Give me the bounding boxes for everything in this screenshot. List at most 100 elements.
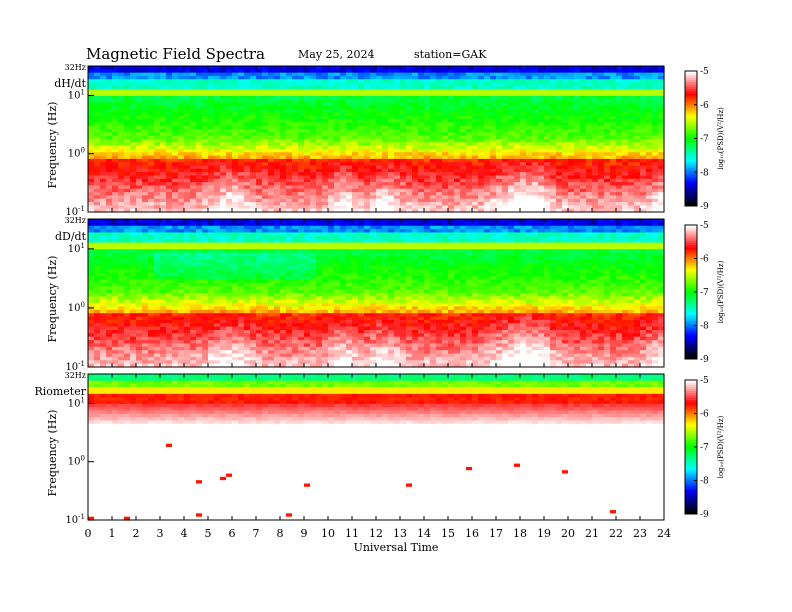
spectrogram-cell xyxy=(316,239,323,243)
spectrogram-cell xyxy=(106,232,113,236)
colorbar-tick-label: -7 xyxy=(700,135,709,145)
spectrogram-cell xyxy=(436,232,443,236)
spectrogram-cell xyxy=(394,232,401,236)
spectrogram-cell xyxy=(652,222,659,226)
spectrogram-cell xyxy=(538,232,545,236)
spectrogram-cell xyxy=(286,232,293,236)
spectrogram-cell xyxy=(508,232,515,236)
spectrogram-cell xyxy=(238,239,245,243)
spectrogram-cell xyxy=(472,222,479,226)
spectrogram-cell xyxy=(250,232,257,236)
spectrogram-cell xyxy=(328,239,335,243)
spectrogram-cell xyxy=(514,232,521,236)
spectrogram-cell xyxy=(166,239,173,243)
spectrogram-cell xyxy=(532,222,539,226)
spectrogram-cell xyxy=(100,239,107,243)
spectrogram-cell xyxy=(256,222,263,226)
spectrogram-cell xyxy=(334,239,341,243)
spectrogram-cell xyxy=(196,222,203,226)
spectrogram-cell xyxy=(130,232,137,236)
spectrogram-cell xyxy=(388,222,395,226)
spectrogram-cell xyxy=(196,232,203,236)
spectrogram-cell xyxy=(604,232,611,236)
spectrogram-cell xyxy=(364,232,371,236)
spectrogram-cell xyxy=(640,232,647,236)
spectrogram-cell xyxy=(292,239,299,243)
spectrogram-cell xyxy=(298,232,305,236)
spectrogram-cell xyxy=(268,222,275,226)
spectrogram-cell xyxy=(574,222,581,226)
spectrogram-cell xyxy=(610,232,617,236)
spectrogram-cell xyxy=(628,222,635,226)
colorbar-tick-label: -8 xyxy=(700,168,709,178)
spectrogram-cell xyxy=(340,222,347,226)
spectrogram-cell xyxy=(424,222,431,226)
spectrogram-cell xyxy=(280,232,287,236)
spectrogram-cell xyxy=(436,222,443,226)
spectrogram-cell xyxy=(208,232,215,236)
spectrogram-cell xyxy=(292,222,299,226)
spectrogram-cell xyxy=(178,239,185,243)
spectrogram-cell xyxy=(646,232,653,236)
spectrogram-cell xyxy=(208,222,215,226)
spectrogram-cell xyxy=(142,239,149,243)
spectrogram-cell xyxy=(274,232,281,236)
spectrogram-cell xyxy=(166,222,173,226)
spectrogram-cell xyxy=(286,222,293,226)
spectrogram-cell xyxy=(88,239,95,243)
spectrogram-cell xyxy=(346,239,353,243)
spectrogram-cell xyxy=(394,239,401,243)
spectrogram-cell xyxy=(478,222,485,226)
spectrogram-cell xyxy=(592,232,599,236)
spectrogram-cell xyxy=(196,239,203,243)
spectrogram-cell xyxy=(346,232,353,236)
spectrogram-cell xyxy=(274,239,281,243)
spectrogram-cell xyxy=(574,232,581,236)
spectrogram-cell xyxy=(418,239,425,243)
spectrogram-cell xyxy=(622,222,629,226)
spectrogram-cell xyxy=(256,232,263,236)
spectrogram-cell xyxy=(298,239,305,243)
panel-dd-dt: 10110010-132HzdD/dtFrequency (Hz)-5-6-7-… xyxy=(46,216,725,373)
spectrogram-cell xyxy=(370,232,377,236)
spectrogram-cell xyxy=(352,222,359,226)
spectrogram-cell xyxy=(556,232,563,236)
spectrogram-cell xyxy=(226,232,233,236)
spectrogram-cell xyxy=(250,239,257,243)
panel-label: dH/dt xyxy=(54,77,86,90)
spectrogram-cell xyxy=(364,239,371,243)
spectrogram-cell xyxy=(628,232,635,236)
spectrogram-cell xyxy=(118,222,125,226)
spectrogram-cell xyxy=(544,222,551,226)
spectrogram-cell xyxy=(208,239,215,243)
spectrogram-cell xyxy=(148,239,155,243)
spectrogram-cell xyxy=(604,222,611,226)
spectrogram-cells xyxy=(88,66,665,213)
spectrogram-cell xyxy=(550,232,557,236)
spectrogram-cell xyxy=(340,239,347,243)
spectrogram-cell xyxy=(184,239,191,243)
spectrogram-cell xyxy=(214,222,221,226)
spectrogram-cell xyxy=(292,232,299,236)
spectrogram-cell xyxy=(376,239,383,243)
spectrogram-cell xyxy=(448,222,455,226)
spectrogram-cell xyxy=(214,239,221,243)
spectrogram-cell xyxy=(382,239,389,243)
spectrogram-cell xyxy=(454,222,461,226)
spectrogram-cell xyxy=(148,222,155,226)
spectrogram-cell xyxy=(616,222,623,226)
spectrogram-cell xyxy=(112,232,119,236)
spectrogram-cell xyxy=(310,222,317,226)
spectrogram-cell xyxy=(430,239,437,243)
spectrogram-cell xyxy=(136,239,143,243)
spectrogram-cell xyxy=(232,222,239,226)
spectrogram-cell xyxy=(550,222,557,226)
spectrogram-cell xyxy=(118,239,125,243)
spectrogram-cell xyxy=(202,232,209,236)
spectrogram-cell xyxy=(388,232,395,236)
spectrogram-cell xyxy=(238,232,245,236)
spectrogram-cell xyxy=(256,239,263,243)
spectrogram-cell xyxy=(136,232,143,236)
spectrogram-cell xyxy=(580,232,587,236)
spectrogram-cell xyxy=(526,232,533,236)
